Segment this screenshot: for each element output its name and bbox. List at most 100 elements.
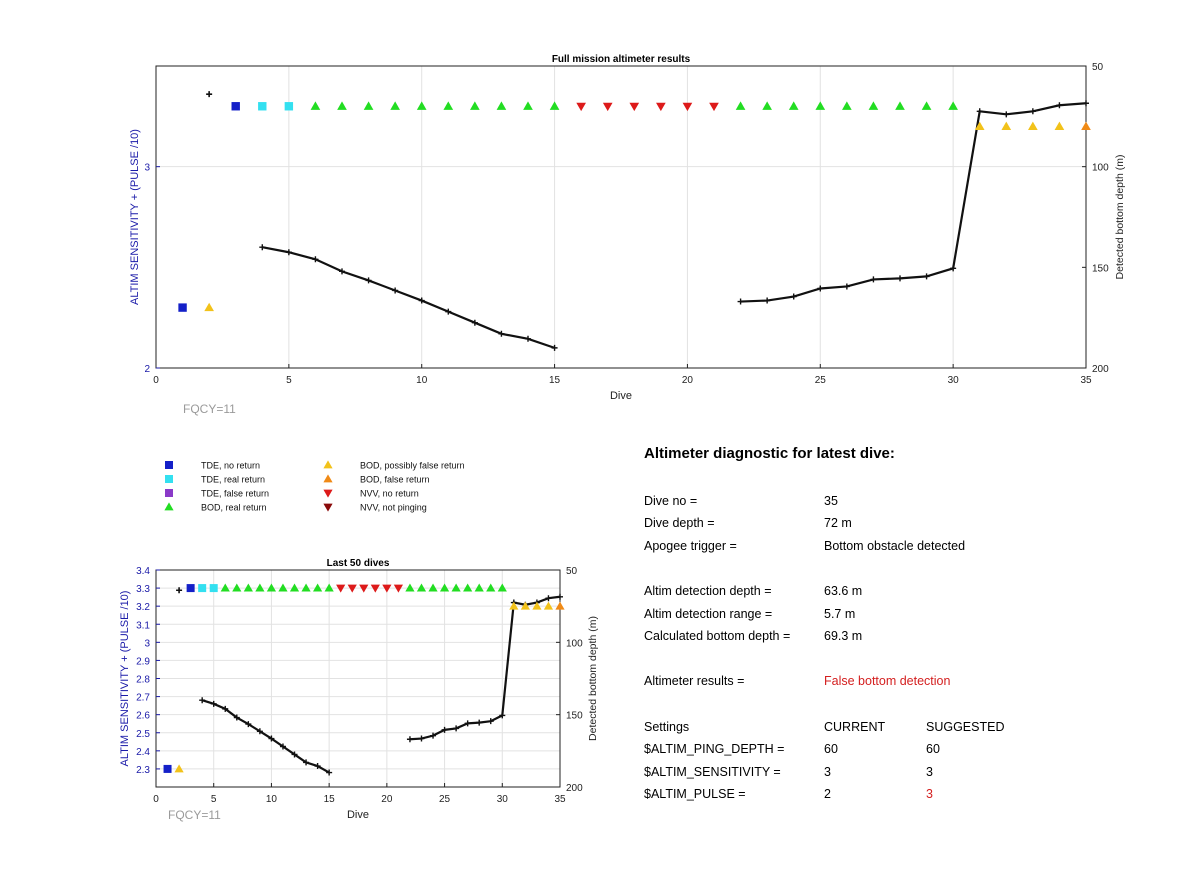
diagnostic-value: 63.6 m [824, 584, 863, 598]
altimeter-marker [602, 102, 613, 112]
bottom-depth-point [233, 714, 240, 721]
y2-tick-label: 50 [1092, 62, 1104, 73]
bottom-depth-point [545, 595, 552, 602]
x-axis-label: Dive [610, 390, 632, 402]
altimeter-marker [359, 584, 369, 593]
diagnostic-value: 35 [824, 494, 838, 508]
setting-label: $ALTIM_PING_DEPTH = [644, 742, 785, 756]
legend-label: TDE, real return [201, 475, 265, 485]
setting-suggested-changed: 3 [926, 787, 933, 801]
bottom-depth-point [476, 719, 483, 726]
altimeter-marker [1054, 121, 1065, 130]
bottom-depth-line [409, 595, 561, 741]
bottom-depth-point [210, 700, 217, 707]
altimeter-marker [1001, 121, 1012, 130]
bottom-depth-point [285, 249, 292, 256]
y-tick-label: 3 [144, 638, 150, 649]
bottom-depth-point [312, 256, 319, 263]
bottom-depth-point [551, 344, 558, 351]
marker-legend: TDE, no return TDE, real return TDE, false… [164, 460, 465, 513]
bottom-depth-point [268, 735, 275, 742]
legend-label: NVV, not pinging [360, 503, 427, 513]
x-tick-label: 30 [948, 375, 960, 386]
altimeter-marker [405, 583, 415, 592]
altimeter-marker [543, 601, 554, 610]
x-tick-label: 15 [324, 794, 336, 805]
frequency-footnote: FQCY=11 [168, 808, 221, 822]
bottom-depth-point [471, 319, 478, 326]
y-tick-label: 2.3 [136, 765, 150, 776]
altimeter-marker [163, 764, 172, 773]
bottom-depth-point [499, 712, 506, 719]
altimeter-marker [735, 101, 746, 110]
altimeter-marker [174, 764, 184, 773]
y2-tick-label: 200 [1092, 364, 1109, 375]
legend-label: BOD, false return [360, 475, 430, 485]
altimeter-marker [204, 302, 214, 312]
settings-header-suggested: SUGGESTED [926, 720, 1005, 734]
bottom-depth-point [817, 285, 824, 292]
setting-suggested: 60 [926, 742, 940, 756]
bottom-depth-point [764, 297, 771, 304]
diagnostic-label: Dive no = [644, 494, 698, 508]
y-tick-label: 3.3 [136, 584, 150, 595]
setting-current: 2 [824, 787, 831, 801]
settings-header-current: CURRENT [824, 720, 886, 734]
chart-last50: 0 5 10 15 20 25 30 35 2.3 2.4 2.5 2.6 2.7 2.8 2.9 3 3.1 3… [119, 558, 599, 822]
altimeter-marker [895, 101, 905, 110]
y-tick-label: 2.8 [136, 675, 150, 686]
y-axis-label: ALTIM SENSITIVITY + (PULSE /10) [119, 591, 131, 767]
x-tick-label: 0 [153, 794, 159, 805]
altimeter-marker [198, 584, 207, 593]
altimeter-marker [921, 101, 932, 110]
altimeter-marker [496, 101, 507, 110]
y2-tick-label: 150 [566, 711, 583, 722]
chart-title: Full mission altimeter results [552, 54, 691, 65]
altimeter-marker [948, 101, 958, 110]
altimeter-marker [486, 583, 496, 592]
altimeter-marker [656, 102, 666, 112]
bottom-depth-point [445, 308, 452, 315]
bottom-depth-point [279, 743, 286, 750]
altimeter-marker [549, 101, 560, 110]
altimeter-marker [428, 583, 438, 592]
setting-current: 3 [824, 765, 831, 779]
altimeter-marker [347, 584, 357, 593]
bottom-depth-point [314, 763, 321, 770]
altimeter-marker [337, 101, 347, 110]
bottom-depth-point [498, 330, 505, 337]
legend-marker [165, 461, 173, 469]
bottom-depth-point [923, 273, 930, 280]
altimeter-marker [555, 601, 565, 610]
altimeter-marker [842, 101, 852, 110]
altimeter-marker [266, 583, 277, 592]
altimeter-marker [868, 101, 879, 110]
x-tick-label: 30 [497, 794, 509, 805]
bottom-depth-line [262, 246, 555, 349]
bottom-depth-point [525, 335, 531, 342]
y-tick-label: 2.9 [136, 656, 150, 667]
altimeter-marker [463, 583, 473, 592]
bottom-depth-point [365, 277, 372, 284]
diagnostic-label: Calculated bottom depth = [644, 629, 791, 643]
settings-header-label: Settings [644, 720, 690, 734]
legend-label: BOD, real return [201, 503, 267, 513]
x-tick-label: 15 [549, 375, 561, 386]
setting-label: $ALTIM_SENSITIVITY = [644, 765, 781, 779]
bottom-depth-point [737, 298, 744, 305]
bottom-depth-point [259, 244, 266, 251]
altimeter-marker [382, 584, 392, 593]
legend-marker [323, 489, 333, 498]
bottom-depth-point [976, 108, 983, 115]
y2-tick-label: 100 [566, 638, 583, 649]
bottom-depth-point [392, 287, 399, 294]
x-tick-label: 5 [286, 375, 292, 386]
bottom-depth-point [406, 736, 413, 743]
bottom-depth-point [1029, 108, 1036, 115]
bottom-depth-point [206, 91, 213, 98]
diagnostic-label: Altimeter results = [644, 674, 745, 688]
bottom-depth-point [222, 705, 229, 712]
altimeter-marker [289, 583, 300, 592]
y2-tick-label: 50 [566, 566, 578, 577]
bottom-depth-point [1083, 100, 1089, 107]
